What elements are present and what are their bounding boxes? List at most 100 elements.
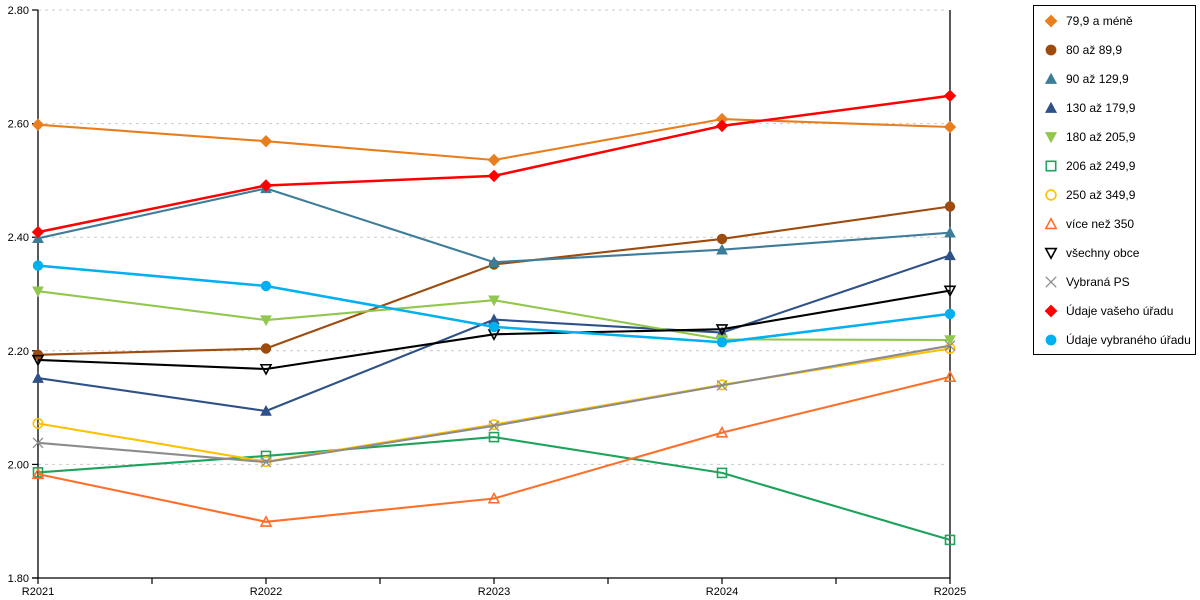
data-point xyxy=(32,437,44,449)
data-point xyxy=(488,256,500,267)
data-point xyxy=(944,335,956,347)
data-point xyxy=(32,349,44,360)
series-line xyxy=(37,436,951,541)
triangle-down-marker-icon xyxy=(1044,131,1058,143)
legend-label: 180 až 205,9 xyxy=(1066,129,1136,144)
data-point xyxy=(715,324,729,336)
y-tick-label: 2.60 xyxy=(8,119,29,131)
data-point xyxy=(715,119,729,133)
legend-label: více než 350 xyxy=(1066,216,1135,231)
data-point xyxy=(260,456,272,468)
legend-item[interactable]: více než 350 xyxy=(1044,216,1195,231)
data-point xyxy=(259,179,273,192)
x-tick-label: R2025 xyxy=(934,586,966,598)
series-12 xyxy=(32,260,956,348)
series-2 xyxy=(32,201,956,360)
data-point xyxy=(488,431,500,443)
data-point xyxy=(31,118,45,131)
legend-label: 90 až 129,9 xyxy=(1066,71,1129,86)
data-point xyxy=(260,280,272,292)
data-point xyxy=(944,343,956,354)
data-point xyxy=(488,321,500,333)
legend-item[interactable]: 90 až 129,9 xyxy=(1044,72,1195,86)
legend-item[interactable]: 206 až 249,9 xyxy=(1044,159,1195,173)
data-point xyxy=(944,534,956,546)
legend-item[interactable]: 80 až 89,9 xyxy=(1044,43,1195,57)
data-point xyxy=(260,315,272,327)
data-point xyxy=(944,308,956,320)
series-line xyxy=(37,375,951,523)
legend-label: 130 až 179,9 xyxy=(1066,100,1136,115)
series-7 xyxy=(32,343,956,468)
x-tick-label: R2024 xyxy=(706,586,738,598)
legend-item[interactable]: Údaje vašeho úřadu xyxy=(1044,304,1195,318)
legend-item[interactable]: všechny obce xyxy=(1044,246,1195,260)
legend: 79,9 a méně 80 až 89,9 90 až 129,9 130 až 1… xyxy=(1033,5,1196,355)
data-point xyxy=(259,363,273,376)
diamond-marker-icon xyxy=(1044,14,1058,27)
triangle-up-marker-icon xyxy=(1044,72,1058,84)
legend-item[interactable]: 130 až 179,9 xyxy=(1044,101,1195,115)
series-1 xyxy=(31,112,957,167)
series-10 xyxy=(32,340,956,468)
diamond-marker-icon xyxy=(1044,304,1058,317)
data-point xyxy=(31,467,45,480)
data-point xyxy=(716,233,728,245)
legend-label: 79,9 a méně xyxy=(1066,13,1133,28)
legend-label: Údaje vašeho úřadu xyxy=(1066,303,1174,318)
data-point xyxy=(32,286,44,298)
data-point xyxy=(716,243,728,255)
data-point xyxy=(944,340,956,352)
triangle-up-marker-icon xyxy=(1044,216,1058,229)
legend-label: všechny obce xyxy=(1066,245,1140,260)
data-point xyxy=(944,201,956,212)
data-point xyxy=(487,169,501,183)
data-point xyxy=(943,89,957,103)
data-point xyxy=(260,343,272,354)
x-marker-icon xyxy=(1045,275,1057,288)
data-point xyxy=(943,285,957,298)
data-point xyxy=(488,295,500,307)
data-point xyxy=(32,260,44,271)
series-4 xyxy=(32,249,956,416)
x-tick-label: R2021 xyxy=(22,586,54,598)
circle-marker-icon xyxy=(1045,334,1057,345)
data-point xyxy=(31,225,45,239)
legend-label: Vybraná PS xyxy=(1066,274,1130,289)
legend-item[interactable]: 79,9 a méně xyxy=(1044,14,1195,28)
series-line xyxy=(37,289,951,371)
legend-label: 206 až 249,9 xyxy=(1066,158,1136,173)
data-point xyxy=(716,379,728,391)
data-point xyxy=(31,354,45,367)
data-point xyxy=(488,420,500,432)
data-point xyxy=(716,467,728,479)
y-tick-label: 2.80 xyxy=(8,5,29,17)
legend-item[interactable]: Údaje vybraného úřadu xyxy=(1044,333,1195,347)
data-point xyxy=(259,134,273,148)
data-point xyxy=(487,491,501,504)
data-point xyxy=(944,249,956,261)
legend-item[interactable]: 250 až 349,9 xyxy=(1044,188,1195,202)
x-tick-label: R2022 xyxy=(250,586,282,598)
y-tick-label: 2.20 xyxy=(8,346,29,358)
triangle-up-marker-icon xyxy=(1044,101,1058,113)
series-11 xyxy=(31,89,957,239)
y-tick-label: 2.00 xyxy=(8,459,29,471)
data-point xyxy=(260,450,272,462)
data-point xyxy=(943,120,957,134)
legend-label: 250 až 349,9 xyxy=(1066,187,1136,202)
data-point xyxy=(32,418,44,429)
series-line xyxy=(37,205,951,356)
data-point xyxy=(259,515,273,527)
data-point xyxy=(944,226,956,238)
data-point xyxy=(32,372,44,383)
data-point xyxy=(943,370,957,382)
series-6 xyxy=(32,431,956,546)
y-tick-label: 2.40 xyxy=(8,232,29,244)
legend-item[interactable]: 180 až 205,9 xyxy=(1044,130,1195,144)
legend-label: Údaje vybraného úřadu xyxy=(1066,332,1191,347)
square-marker-icon xyxy=(1045,160,1057,171)
legend-item[interactable]: Vybraná PS xyxy=(1044,275,1195,289)
